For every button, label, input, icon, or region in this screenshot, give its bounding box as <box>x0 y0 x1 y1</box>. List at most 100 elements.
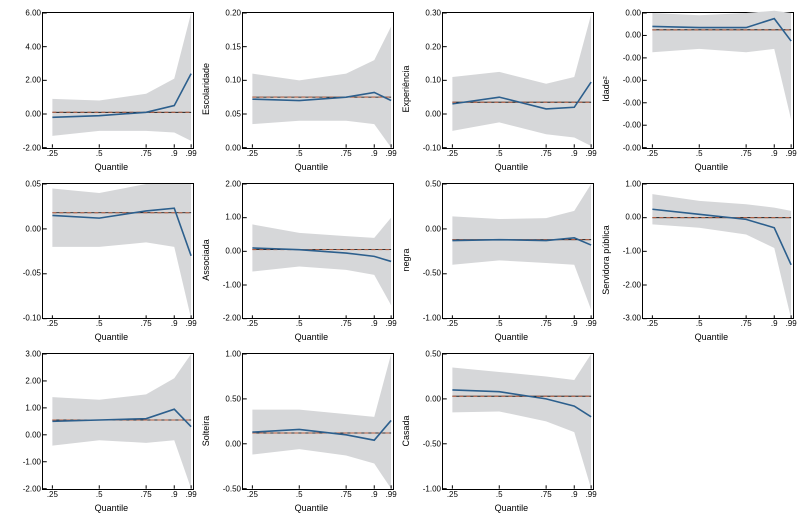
x-tick-label: .75 <box>741 149 752 158</box>
y-tick-label: -0.00 <box>623 143 641 152</box>
plot-area: -2.000.002.004.006.00.25.5.75.9.99 <box>42 12 194 149</box>
chart-panel: negraQuantile-1.00-0.500.000.50.25.5.75.… <box>408 179 596 342</box>
y-tick-label: -1.00 <box>423 314 441 323</box>
y-tick-label: -0.10 <box>423 143 441 152</box>
chart-panel: SolteiraQuantile-0.500.000.501.00.25.5.7… <box>208 349 396 512</box>
y-tick-label: 0.50 <box>225 395 241 404</box>
y-tick-label: 2.00 <box>25 76 41 85</box>
y-tick-label: 0.20 <box>225 9 241 18</box>
x-tick-label: .5 <box>496 490 503 499</box>
y-tick-label: -2.00 <box>23 485 41 494</box>
x-tick-label: .99 <box>786 319 797 328</box>
y-tick-label: 2.00 <box>25 377 41 386</box>
y-axis-label: Experiência <box>401 66 411 113</box>
plot-area: -0.500.000.501.00.25.5.75.9.99 <box>242 353 394 490</box>
y-tick-label: -2.00 <box>23 143 41 152</box>
x-axis-label: Quantile <box>295 503 329 513</box>
x-tick-label: .5 <box>96 149 103 158</box>
x-tick-label: .5 <box>96 490 103 499</box>
y-axis-label: Associada <box>201 239 211 281</box>
x-tick-label: .9 <box>571 149 578 158</box>
y-tick-label: 0.00 <box>625 31 641 40</box>
y-tick-label: -3.00 <box>623 314 641 323</box>
x-tick-label: .75 <box>541 149 552 158</box>
x-tick-label: .5 <box>296 319 303 328</box>
x-axis-label: Quantile <box>295 162 329 172</box>
x-tick-label: .99 <box>186 149 197 158</box>
x-tick-label: .5 <box>296 149 303 158</box>
x-tick-label: .25 <box>447 319 458 328</box>
x-tick-label: .99 <box>386 149 397 158</box>
plot-area: -0.10-0.050.000.05.25.5.75.9.99 <box>42 183 194 320</box>
y-tick-label: -1.00 <box>623 246 641 255</box>
y-tick-label: 0.20 <box>425 42 441 51</box>
x-tick-label: .75 <box>741 319 752 328</box>
y-tick-label: 0.00 <box>425 224 441 233</box>
y-axis-label: Idade² <box>601 77 611 103</box>
x-tick-label: .75 <box>141 149 152 158</box>
chart-panel: EscolaridadeQuantile0.000.050.100.150.20… <box>208 8 396 171</box>
x-tick-label: .5 <box>696 149 703 158</box>
y-tick-label: 0.00 <box>425 109 441 118</box>
plot-area: -1.00-0.500.000.50.25.5.75.9.99 <box>442 353 594 490</box>
plot-area: -0.100.000.100.200.30.25.5.75.9.99 <box>442 12 594 149</box>
x-tick-label: .99 <box>786 149 797 158</box>
y-tick-label: -0.50 <box>223 485 241 494</box>
y-tick-label: 0.00 <box>25 224 41 233</box>
x-tick-label: .25 <box>647 149 658 158</box>
chart-panel: ExperiênciaQuantile-0.100.000.100.200.30… <box>408 8 596 171</box>
x-tick-label: .5 <box>496 149 503 158</box>
chart-panel: Quantile -2.000.002.004.006.00.25.5.75.9.… <box>8 8 196 171</box>
y-tick-label: 1.00 <box>225 213 241 222</box>
x-tick-label: .9 <box>171 490 178 499</box>
confidence-band <box>52 184 191 319</box>
x-tick-label: .9 <box>371 490 378 499</box>
x-tick-label: .25 <box>247 319 258 328</box>
y-tick-label: -0.10 <box>23 314 41 323</box>
plot-area: -1.00-0.500.000.50.25.5.75.9.99 <box>442 183 594 320</box>
x-tick-label: .9 <box>171 149 178 158</box>
y-tick-label: -2.00 <box>623 280 641 289</box>
x-tick-label: .75 <box>541 490 552 499</box>
x-tick-label: .9 <box>571 490 578 499</box>
x-tick-label: .5 <box>296 490 303 499</box>
confidence-band <box>252 26 391 147</box>
x-tick-label: .99 <box>386 490 397 499</box>
x-tick-label: .9 <box>771 149 778 158</box>
y-axis-label: Casada <box>401 415 411 446</box>
confidence-band <box>252 217 391 305</box>
y-tick-label: -1.00 <box>423 485 441 494</box>
chart-panel: CasadaQuantile-1.00-0.500.000.50.25.5.75… <box>408 349 596 512</box>
y-tick-label: 0.00 <box>425 395 441 404</box>
y-tick-label: -0.00 <box>623 98 641 107</box>
x-tick-label: .75 <box>141 319 152 328</box>
plot-area: 0.000.050.100.150.20.25.5.75.9.99 <box>242 12 394 149</box>
confidence-band <box>52 13 191 141</box>
y-tick-label: -0.00 <box>623 76 641 85</box>
chart-panel: Idade²Quantile-0.00-0.00-0.00-0.00-0.000… <box>608 8 796 171</box>
y-tick-label: 0.10 <box>425 76 441 85</box>
x-tick-label: .25 <box>47 319 58 328</box>
y-tick-label: 0.05 <box>225 109 241 118</box>
x-tick-label: .25 <box>247 149 258 158</box>
y-tick-label: -0.00 <box>623 53 641 62</box>
x-axis-label: Quantile <box>295 332 329 342</box>
x-axis-label: Quantile <box>95 162 129 172</box>
x-tick-label: .99 <box>586 319 597 328</box>
y-tick-label: -1.00 <box>223 280 241 289</box>
y-tick-label: 0.30 <box>425 9 441 18</box>
y-tick-label: 3.00 <box>25 350 41 359</box>
x-tick-label: .75 <box>341 319 352 328</box>
y-tick-label: -0.50 <box>423 440 441 449</box>
x-tick-label: .25 <box>647 319 658 328</box>
x-axis-label: Quantile <box>495 503 529 513</box>
chart-panel: Servidora públicaQuantile-3.00-2.00-1.00… <box>608 179 796 342</box>
y-tick-label: 1.00 <box>25 404 41 413</box>
y-tick-label: 0.15 <box>225 42 241 51</box>
x-tick-label: .9 <box>571 319 578 328</box>
y-tick-label: 0.50 <box>425 350 441 359</box>
y-tick-label: 1.00 <box>625 179 641 188</box>
x-axis-label: Quantile <box>95 332 129 342</box>
y-tick-label: 2.00 <box>225 179 241 188</box>
y-axis-label: Escolaridade <box>201 63 211 115</box>
